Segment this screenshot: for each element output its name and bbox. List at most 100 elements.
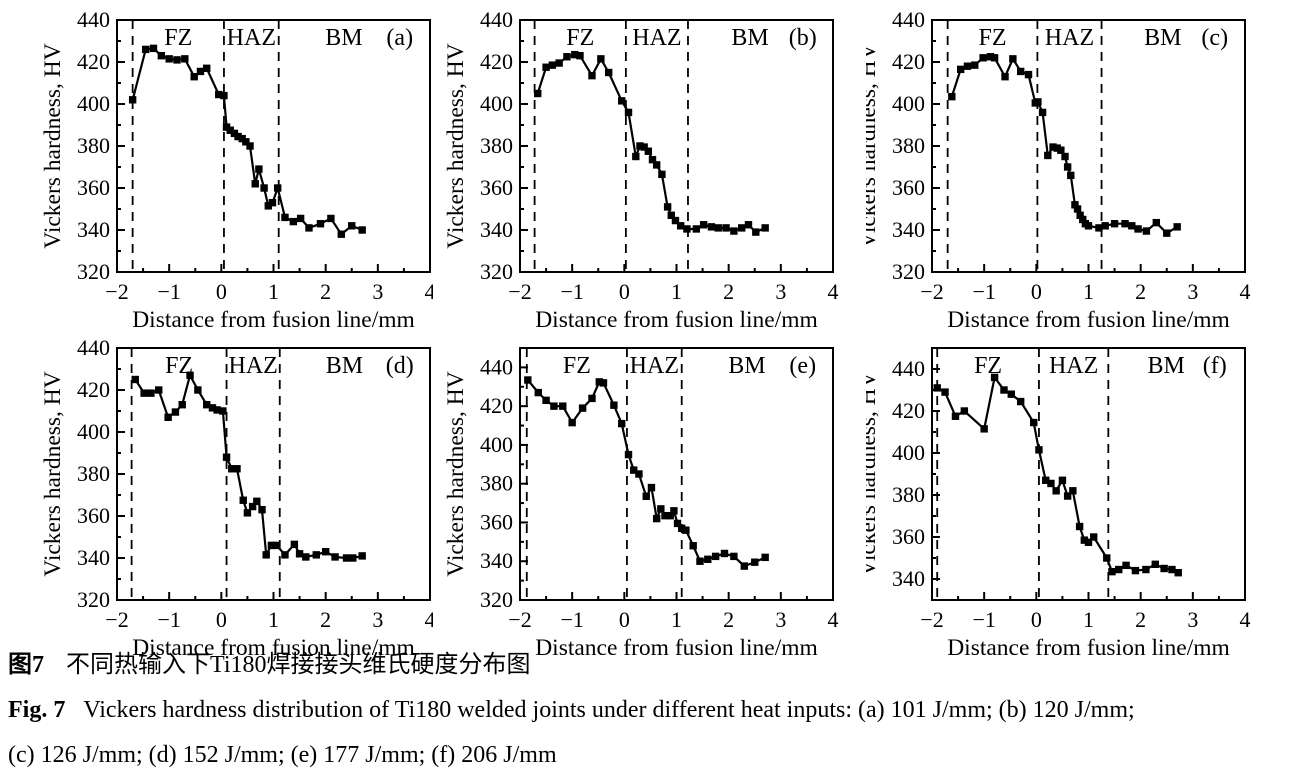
svg-text:340: 340 [892, 566, 925, 591]
y-tick-labels: 320 340 360 380 400 420 440 [480, 7, 513, 284]
svg-text:420: 420 [480, 393, 513, 418]
region-labels: FZ HAZ BM [566, 25, 768, 51]
svg-text:420: 420 [892, 49, 925, 74]
hardness-series [933, 373, 1182, 577]
region-labels: FZ HAZ BM [165, 353, 363, 379]
figure-caption: 图7 不同热输入下Ti180焊接接头维氏硬度分布图 Fig. 7 Vickers h… [8, 650, 1294, 780]
svg-text:3: 3 [1187, 607, 1198, 632]
x-tick-labels: −2 −1 0 1 2 3 4 [105, 279, 433, 304]
svg-text:4: 4 [425, 279, 434, 304]
svg-text:0: 0 [619, 607, 630, 632]
svg-text:BM: BM [1144, 25, 1181, 51]
region-labels: FZ HAZ BM [563, 353, 766, 379]
svg-text:4: 4 [828, 279, 839, 304]
svg-text:−2: −2 [508, 279, 531, 304]
svg-text:3: 3 [1187, 279, 1198, 304]
hardness-series [524, 376, 769, 570]
caption-zh-label: 图7 [8, 652, 44, 678]
svg-text:2: 2 [723, 279, 734, 304]
svg-text:FZ: FZ [563, 353, 591, 379]
svg-text:380: 380 [77, 133, 110, 158]
subplot-c: −2 −1 0 1 2 3 4 320 340 360 380 400 420 440 Distance f… [866, 7, 1251, 330]
svg-text:FZ: FZ [979, 25, 1007, 51]
svg-text:380: 380 [892, 482, 925, 507]
svg-text:1: 1 [671, 607, 682, 632]
svg-text:HAZ: HAZ [227, 25, 276, 51]
svg-text:420: 420 [892, 398, 925, 423]
svg-text:360: 360 [892, 524, 925, 549]
x-axis-title: Distance from fusion line/mm [947, 307, 1230, 330]
svg-text:440: 440 [892, 356, 925, 381]
svg-text:4: 4 [425, 607, 434, 632]
svg-text:440: 440 [77, 7, 110, 32]
svg-text:HAZ: HAZ [1049, 353, 1098, 379]
svg-text:BM: BM [728, 353, 765, 379]
svg-text:2: 2 [1135, 279, 1146, 304]
y-axis-title: Vickers hardness, HV [866, 43, 881, 248]
svg-text:0: 0 [1031, 279, 1042, 304]
svg-text:3: 3 [775, 279, 786, 304]
x-tick-labels: −2 −1 0 1 2 3 4 [920, 279, 1250, 304]
svg-text:−2: −2 [920, 607, 943, 632]
caption-line-en2: (c) 126 J/mm; (d) 152 J/mm; (e) 177 J/mm… [8, 742, 557, 768]
y-axis-title: Vickers hardness, HV [443, 371, 469, 576]
svg-text:420: 420 [480, 49, 513, 74]
x-axis-title: Distance from fusion line/mm [132, 635, 415, 658]
svg-text:1: 1 [671, 279, 682, 304]
svg-text:3: 3 [372, 607, 383, 632]
x-axis-title: Distance from fusion line/mm [535, 635, 818, 658]
region-labels: FZ HAZ BM [164, 25, 362, 51]
svg-text:1: 1 [268, 607, 279, 632]
svg-text:FZ: FZ [164, 25, 192, 51]
svg-text:440: 440 [892, 7, 925, 32]
plot-box [116, 347, 431, 601]
svg-text:360: 360 [77, 175, 110, 200]
svg-text:360: 360 [77, 503, 110, 528]
panel-label: (a) [386, 25, 413, 51]
svg-text:400: 400 [480, 432, 513, 457]
svg-text:400: 400 [892, 91, 925, 116]
svg-text:FZ: FZ [165, 353, 193, 379]
x-axis-title: Distance from fusion line/mm [535, 307, 818, 330]
svg-text:−1: −1 [560, 607, 583, 632]
svg-text:−2: −2 [920, 279, 943, 304]
subplot-f: −2 −1 0 1 2 3 4 340 360 380 400 420 440 Distance from… [866, 347, 1251, 658]
panel-label: (b) [789, 25, 817, 51]
panel-label: (d) [386, 353, 414, 379]
svg-text:BM: BM [731, 25, 768, 51]
axis-ticks [117, 40, 405, 272]
axis-ticks [932, 368, 1220, 600]
panel-label: (f) [1203, 353, 1227, 379]
y-axis-title: Vickers hardness, HV [443, 43, 469, 248]
svg-text:400: 400 [77, 91, 110, 116]
svg-text:−2: −2 [105, 279, 128, 304]
subplot-e: −2 −1 0 1 2 3 4 320 340 360 380 400 420 440 Distance f… [443, 347, 839, 658]
y-tick-labels: 320 340 360 380 400 420 440 [480, 354, 513, 612]
svg-text:0: 0 [216, 279, 227, 304]
svg-text:360: 360 [892, 175, 925, 200]
svg-text:HAZ: HAZ [1045, 25, 1094, 51]
svg-text:400: 400 [892, 440, 925, 465]
axis-ticks [520, 40, 808, 272]
y-tick-labels: 320 340 360 380 400 420 440 [77, 335, 110, 612]
x-tick-labels: −2 −1 0 1 2 3 4 [105, 607, 433, 632]
svg-text:380: 380 [77, 461, 110, 486]
svg-text:380: 380 [480, 471, 513, 496]
svg-text:BM: BM [326, 353, 363, 379]
x-axis-title: Distance from fusion line/mm [947, 635, 1230, 658]
hardness-series [534, 50, 769, 236]
y-tick-labels: 320 340 360 380 400 420 440 [77, 7, 110, 284]
svg-text:440: 440 [480, 354, 513, 379]
region-boundary-lines [946, 20, 1103, 272]
svg-text:380: 380 [480, 133, 513, 158]
svg-text:3: 3 [372, 279, 383, 304]
svg-text:0: 0 [216, 607, 227, 632]
svg-text:320: 320 [77, 587, 110, 612]
svg-text:0: 0 [619, 279, 630, 304]
plot-box [931, 19, 1246, 273]
svg-text:420: 420 [77, 49, 110, 74]
axis-ticks [117, 368, 405, 600]
svg-text:FZ: FZ [566, 25, 594, 51]
svg-text:1: 1 [1083, 607, 1094, 632]
